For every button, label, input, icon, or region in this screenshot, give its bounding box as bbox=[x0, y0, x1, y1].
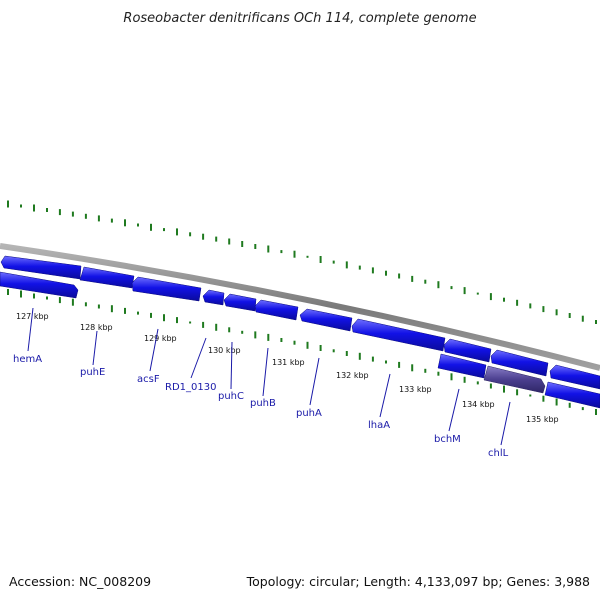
gene-label-puhC[interactable]: puhC bbox=[218, 391, 244, 402]
gene-arrow[interactable] bbox=[437, 353, 487, 379]
gene-leader-line bbox=[309, 357, 320, 406]
gene-label-puhE[interactable]: puhE bbox=[80, 367, 105, 378]
gene-leader-line bbox=[230, 341, 233, 390]
gene-leader-line bbox=[500, 401, 511, 446]
gene-label-bchM[interactable]: bchM bbox=[434, 434, 461, 445]
tick-label: 129 kbp bbox=[144, 334, 177, 343]
tick-label: 130 kbp bbox=[208, 346, 241, 355]
gene-arrow[interactable] bbox=[0, 255, 82, 280]
tick-label: 128 kbp bbox=[80, 323, 113, 332]
gene-arrow[interactable] bbox=[544, 381, 600, 409]
gene-label-chlL[interactable]: chlL bbox=[488, 448, 509, 459]
gc-content-track-lower bbox=[7, 289, 597, 415]
gene-arrow[interactable] bbox=[202, 289, 225, 306]
gene-arrow[interactable] bbox=[254, 299, 299, 321]
gene-arrow[interactable] bbox=[549, 364, 600, 390]
tick-label: 134 kbp bbox=[462, 400, 495, 409]
gene-leader-line bbox=[262, 347, 269, 397]
gene-arrow[interactable] bbox=[299, 308, 353, 332]
gc-content-track-upper bbox=[7, 200, 597, 324]
gene-leader-line bbox=[92, 330, 98, 366]
tick-label: 135 kbp bbox=[526, 415, 559, 424]
gene-leader-line bbox=[379, 373, 391, 418]
gene-leader-line bbox=[448, 388, 460, 432]
gene-arrow[interactable] bbox=[223, 293, 257, 312]
tick-label: 133 kbp bbox=[399, 385, 432, 394]
gene-arrow[interactable] bbox=[0, 271, 79, 299]
genome-summary-text: Topology: circular; Length: 4,133,097 bp… bbox=[246, 574, 590, 589]
gene-arrow-highlighted[interactable] bbox=[483, 365, 546, 394]
gene-track-reverse bbox=[0, 271, 600, 409]
gene-label-puhB[interactable]: puhB bbox=[250, 398, 276, 409]
gene-label-RD1_0130[interactable]: RD1_0130 bbox=[165, 382, 216, 393]
gene-leader-line bbox=[149, 328, 159, 372]
gene-leader-line bbox=[27, 307, 34, 352]
gene-label-puhA[interactable]: puhA bbox=[296, 408, 322, 419]
gene-label-hemA[interactable]: hemA bbox=[13, 354, 42, 365]
genome-backbone bbox=[0, 243, 600, 371]
gene-arrow[interactable] bbox=[351, 318, 446, 352]
tick-label: 132 kbp bbox=[336, 371, 369, 380]
gene-arrow[interactable] bbox=[79, 266, 135, 289]
gene-arrow[interactable] bbox=[490, 349, 549, 377]
gene-leader-line bbox=[190, 337, 207, 379]
gene-track-forward bbox=[0, 255, 600, 390]
gene-arrow[interactable] bbox=[443, 338, 492, 363]
map-title: Roseobacter denitrificans OCh 114, compl… bbox=[123, 11, 476, 26]
gene-arrow[interactable] bbox=[131, 276, 202, 302]
gene-label-lhaA[interactable]: lhaA bbox=[368, 420, 390, 431]
accession-text: Accession: NC_008209 bbox=[9, 574, 151, 589]
gene-label-acsF[interactable]: acsF bbox=[137, 374, 160, 385]
tick-label: 131 kbp bbox=[272, 358, 305, 367]
gene-labels: hemA puhE acsF RD1_0130 puhC puhB puhA l… bbox=[13, 307, 511, 459]
